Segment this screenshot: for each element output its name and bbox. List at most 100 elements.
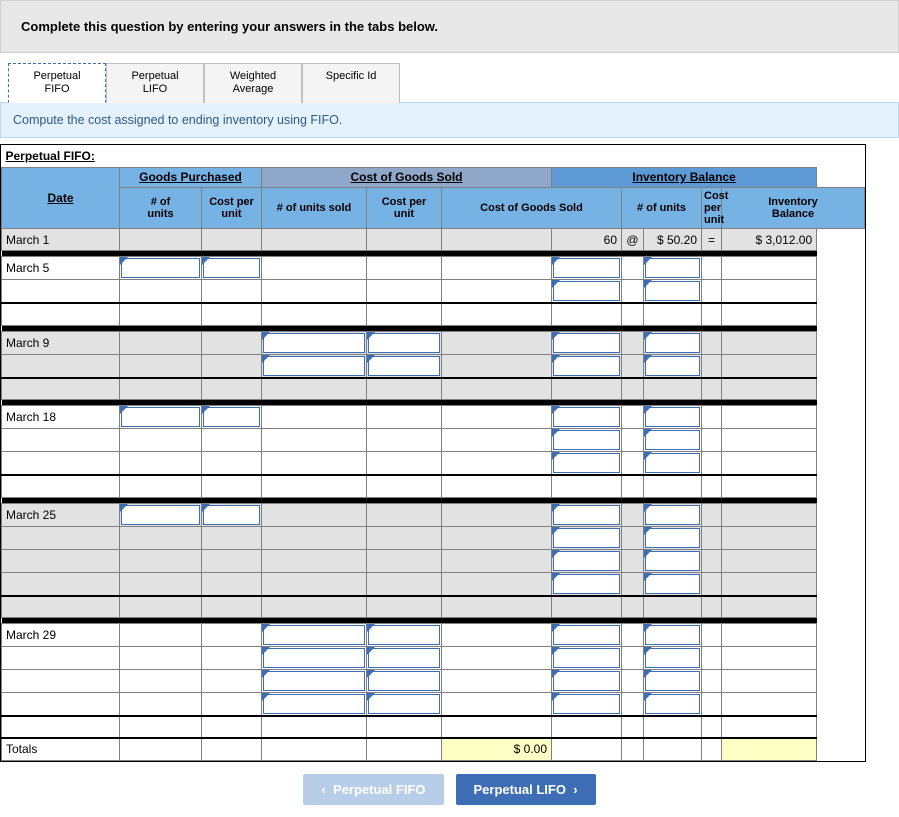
cell-cogs-cost[interactable] <box>367 624 442 647</box>
input-inv-cost[interactable] <box>645 333 700 353</box>
cell-inv-units[interactable] <box>552 503 622 526</box>
input-inv-cost[interactable] <box>645 625 700 645</box>
next-button[interactable]: Perpetual LIFO › <box>456 774 596 805</box>
input-inv-units[interactable] <box>553 281 620 301</box>
cell-inv-units[interactable] <box>552 572 622 596</box>
prev-button[interactable]: ‹ Perpetual FIFO <box>303 774 443 805</box>
cell-inv-units[interactable] <box>552 331 622 354</box>
cell-cogs-units[interactable] <box>262 331 367 354</box>
cell-cogs-units[interactable] <box>262 647 367 670</box>
cell-inv-cost[interactable] <box>644 670 702 693</box>
cell-inv-cost[interactable] <box>644 647 702 670</box>
input-cogs-units[interactable] <box>263 694 365 714</box>
cell-inv-units[interactable] <box>552 406 622 429</box>
input-inv-cost[interactable] <box>645 281 700 301</box>
cell-cogs-units[interactable] <box>262 354 367 378</box>
cell-gp-units[interactable] <box>120 503 202 526</box>
cell-inv-cost[interactable] <box>644 280 702 304</box>
input-inv-cost[interactable] <box>645 694 700 714</box>
input-inv-units[interactable] <box>553 528 620 548</box>
cell-inv-cost[interactable] <box>644 549 702 572</box>
tab-perpetual-lifo[interactable]: Perpetual LIFO <box>106 63 204 103</box>
cell-gp-cost[interactable] <box>202 257 262 280</box>
input-gp-cost[interactable] <box>203 258 260 278</box>
cell-inv-units[interactable] <box>552 354 622 378</box>
input-inv-units[interactable] <box>553 333 620 353</box>
input-inv-units[interactable] <box>553 430 620 450</box>
input-inv-units[interactable] <box>553 407 620 427</box>
input-inv-cost[interactable] <box>645 574 700 594</box>
input-inv-units[interactable] <box>553 694 620 714</box>
cell-inv-cost[interactable] <box>644 572 702 596</box>
cell-inv-units[interactable] <box>552 624 622 647</box>
cell-inv-units[interactable] <box>552 526 622 549</box>
input-inv-units[interactable] <box>553 648 620 668</box>
input-gp-units[interactable] <box>121 505 200 525</box>
input-cogs-units[interactable] <box>263 625 365 645</box>
input-inv-units[interactable] <box>553 258 620 278</box>
cell-cogs-cost[interactable] <box>367 331 442 354</box>
input-cogs-cost[interactable] <box>368 694 440 714</box>
cell-gp-units[interactable] <box>120 257 202 280</box>
input-cogs-cost[interactable] <box>368 356 440 376</box>
input-cogs-units[interactable] <box>263 648 365 668</box>
input-cogs-units[interactable] <box>263 356 365 376</box>
cell-inv-units[interactable] <box>552 670 622 693</box>
input-inv-cost[interactable] <box>645 505 700 525</box>
input-inv-cost[interactable] <box>645 258 700 278</box>
cell-cogs-units[interactable] <box>262 670 367 693</box>
cell-inv-units[interactable] <box>552 452 622 476</box>
cell-inv-cost[interactable] <box>644 257 702 280</box>
input-inv-units[interactable] <box>553 574 620 594</box>
input-inv-cost[interactable] <box>645 356 700 376</box>
cell-inv-cost[interactable] <box>644 503 702 526</box>
cell-inv-cost[interactable] <box>644 331 702 354</box>
input-inv-units[interactable] <box>553 453 620 473</box>
cell-inv-cost[interactable] <box>644 693 702 717</box>
cell-gp-cost[interactable] <box>202 406 262 429</box>
input-gp-cost[interactable] <box>203 505 260 525</box>
input-cogs-units[interactable] <box>263 333 365 353</box>
tab-specific-id[interactable]: Specific Id <box>302 63 400 103</box>
cell-gp-cost[interactable] <box>202 503 262 526</box>
tab-perpetual-fifo[interactable]: Perpetual FIFO <box>8 63 106 103</box>
input-inv-cost[interactable] <box>645 407 700 427</box>
input-gp-units[interactable] <box>121 258 200 278</box>
input-cogs-cost[interactable] <box>368 648 440 668</box>
cell-inv-cost[interactable] <box>644 526 702 549</box>
input-inv-cost[interactable] <box>645 430 700 450</box>
input-cogs-cost[interactable] <box>368 333 440 353</box>
input-inv-units[interactable] <box>553 671 620 691</box>
input-inv-cost[interactable] <box>645 671 700 691</box>
input-inv-units[interactable] <box>553 356 620 376</box>
cell-inv-units[interactable] <box>552 429 622 452</box>
cell-inv-units[interactable] <box>552 280 622 304</box>
cell-cogs-units[interactable] <box>262 624 367 647</box>
input-inv-cost[interactable] <box>645 551 700 571</box>
cell-inv-units[interactable] <box>552 257 622 280</box>
input-gp-units[interactable] <box>121 407 200 427</box>
input-inv-units[interactable] <box>553 505 620 525</box>
cell-gp-units[interactable] <box>120 406 202 429</box>
cell-cogs-units[interactable] <box>262 693 367 717</box>
input-cogs-cost[interactable] <box>368 671 440 691</box>
cell-inv-units[interactable] <box>552 549 622 572</box>
input-cogs-cost[interactable] <box>368 625 440 645</box>
input-gp-cost[interactable] <box>203 407 260 427</box>
cell-inv-cost[interactable] <box>644 429 702 452</box>
cell-inv-cost[interactable] <box>644 452 702 476</box>
cell-cogs-cost[interactable] <box>367 647 442 670</box>
input-inv-cost[interactable] <box>645 453 700 473</box>
input-cogs-units[interactable] <box>263 671 365 691</box>
cell-inv-cost[interactable] <box>644 624 702 647</box>
cell-cogs-cost[interactable] <box>367 693 442 717</box>
cell-inv-units[interactable] <box>552 647 622 670</box>
cell-inv-cost[interactable] <box>644 354 702 378</box>
input-inv-units[interactable] <box>553 551 620 571</box>
input-inv-cost[interactable] <box>645 648 700 668</box>
cell-cogs-cost[interactable] <box>367 670 442 693</box>
input-inv-units[interactable] <box>553 625 620 645</box>
cell-cogs-cost[interactable] <box>367 354 442 378</box>
input-inv-cost[interactable] <box>645 528 700 548</box>
cell-inv-units[interactable] <box>552 693 622 717</box>
